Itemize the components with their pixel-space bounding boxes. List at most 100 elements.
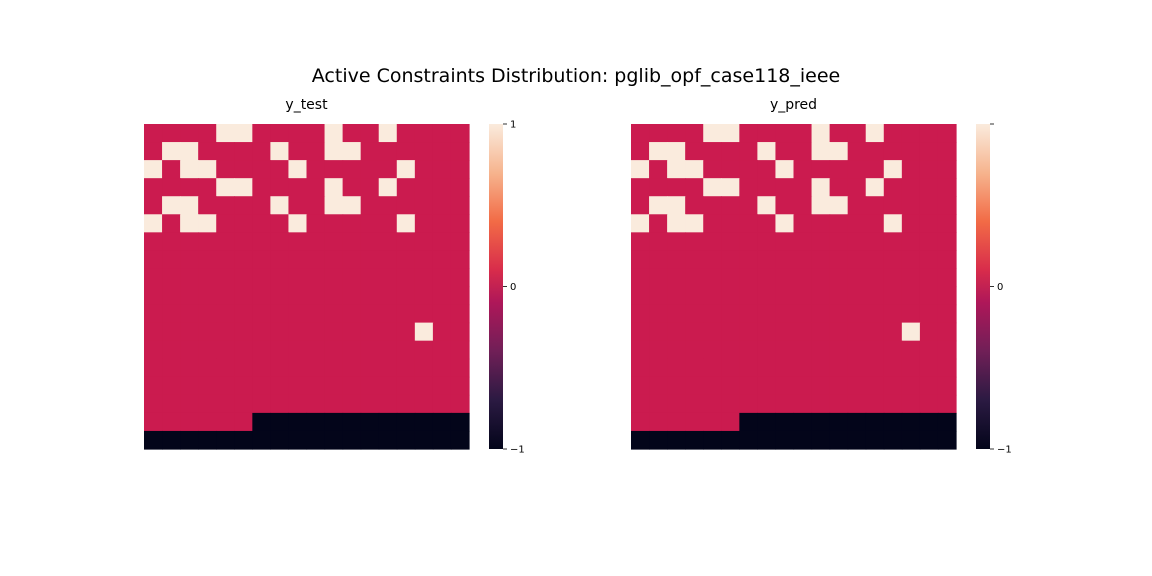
heatmap-cell xyxy=(649,358,668,378)
heatmap-cell xyxy=(937,286,957,306)
heatmap-cell xyxy=(360,196,380,215)
heatmap-cell xyxy=(901,430,921,450)
heatmap-cell xyxy=(450,358,470,378)
heatmap-cell xyxy=(883,124,903,143)
heatmap-cell xyxy=(649,340,668,360)
heatmap-cell xyxy=(919,232,939,251)
heatmap-cell xyxy=(432,160,452,179)
heatmap-cell xyxy=(342,376,362,396)
heatmap-cell xyxy=(288,268,308,288)
heatmap-cell xyxy=(324,142,344,161)
heatmap-cell xyxy=(829,394,849,414)
heatmap-cell xyxy=(306,340,326,360)
heatmap-cell xyxy=(288,214,308,233)
heatmap-cell xyxy=(793,394,813,414)
heatmap-cell xyxy=(180,232,199,251)
heatmap-cell xyxy=(306,196,326,215)
heatmap-cell xyxy=(901,214,921,233)
heatmap-cell xyxy=(847,412,867,432)
heatmap-cell xyxy=(739,160,758,179)
heatmap-cell xyxy=(631,178,650,197)
heatmap-cell xyxy=(829,214,849,233)
heatmap-cell xyxy=(378,358,398,378)
heatmap-cell xyxy=(649,178,668,197)
heatmap-cell xyxy=(703,232,722,251)
heatmap-cell xyxy=(847,232,867,251)
heatmap-cell xyxy=(342,178,362,197)
heatmap-cell xyxy=(865,412,885,432)
heatmap-cell xyxy=(324,430,344,450)
heatmap-cell xyxy=(757,250,777,270)
heatmap-cell xyxy=(793,196,813,215)
heatmap-cell xyxy=(793,322,813,342)
heatmap-cell xyxy=(739,250,758,270)
heatmap-cell xyxy=(234,196,253,215)
heatmap-cell xyxy=(811,412,831,432)
heatmap-cell xyxy=(739,268,758,288)
heatmap-cell xyxy=(883,412,903,432)
heatmap-cell xyxy=(937,358,957,378)
heatmap-cell xyxy=(901,232,921,251)
heatmap-cell xyxy=(739,142,758,161)
heatmap-cell xyxy=(847,160,867,179)
heatmap-cell xyxy=(811,214,831,233)
heatmap-cell xyxy=(703,268,722,288)
heatmap-cell xyxy=(937,322,957,342)
heatmap-cell xyxy=(234,142,253,161)
heatmap-cell xyxy=(396,268,416,288)
heatmap-cell xyxy=(216,358,235,378)
heatmap-cell xyxy=(901,394,921,414)
heatmap-cell xyxy=(631,268,650,288)
heatmap-cell xyxy=(432,394,452,414)
heatmap-cell xyxy=(378,286,398,306)
heatmap-cell xyxy=(450,286,470,306)
heatmap-cell xyxy=(703,160,722,179)
heatmap-cell xyxy=(396,160,416,179)
heatmap-cell xyxy=(288,250,308,270)
heatmap-cell xyxy=(144,340,163,360)
heatmap-cell xyxy=(162,322,181,342)
heatmap-cell xyxy=(685,178,704,197)
heatmap-cell xyxy=(847,178,867,197)
heatmap-cell xyxy=(919,250,939,270)
heatmap-cell xyxy=(649,304,668,324)
heatmap-cell xyxy=(937,412,957,432)
heatmap-cell xyxy=(937,142,957,161)
heatmap-cell xyxy=(162,358,181,378)
heatmap-cell xyxy=(234,250,253,270)
heatmap-cell xyxy=(793,286,813,306)
heatmap-cell xyxy=(847,394,867,414)
heatmap-cell xyxy=(685,322,704,342)
heatmap-cell xyxy=(180,178,199,197)
heatmap-cell xyxy=(234,178,253,197)
heatmap-cell xyxy=(288,286,308,306)
heatmap-cell xyxy=(847,214,867,233)
heatmap-cell xyxy=(450,394,470,414)
heatmap-cell xyxy=(937,160,957,179)
heatmap-cell xyxy=(450,412,470,432)
heatmap-cell xyxy=(270,178,290,197)
heatmap-cell xyxy=(883,304,903,324)
heatmap-cell xyxy=(919,142,939,161)
heatmap-cell xyxy=(631,124,650,143)
heatmap-cell xyxy=(324,196,344,215)
heatmap-cell xyxy=(685,412,704,432)
heatmap-cell xyxy=(847,124,867,143)
heatmap-cell xyxy=(901,304,921,324)
heatmap-cell xyxy=(162,142,181,161)
heatmap-cell xyxy=(180,214,199,233)
heatmap-cell xyxy=(270,268,290,288)
heatmap-cell xyxy=(234,286,253,306)
heatmap-cell xyxy=(793,304,813,324)
heatmap-cell xyxy=(721,196,740,215)
heatmap-cell xyxy=(901,160,921,179)
heatmap-cell xyxy=(631,160,650,179)
heatmap-cell xyxy=(216,142,235,161)
heatmap-cell xyxy=(378,232,398,251)
heatmap-cell xyxy=(847,286,867,306)
heatmap-cell xyxy=(865,142,885,161)
heatmap-cell xyxy=(396,322,416,342)
heatmap-cell xyxy=(306,322,326,342)
heatmap-cell xyxy=(703,358,722,378)
heatmap-cell xyxy=(667,178,686,197)
